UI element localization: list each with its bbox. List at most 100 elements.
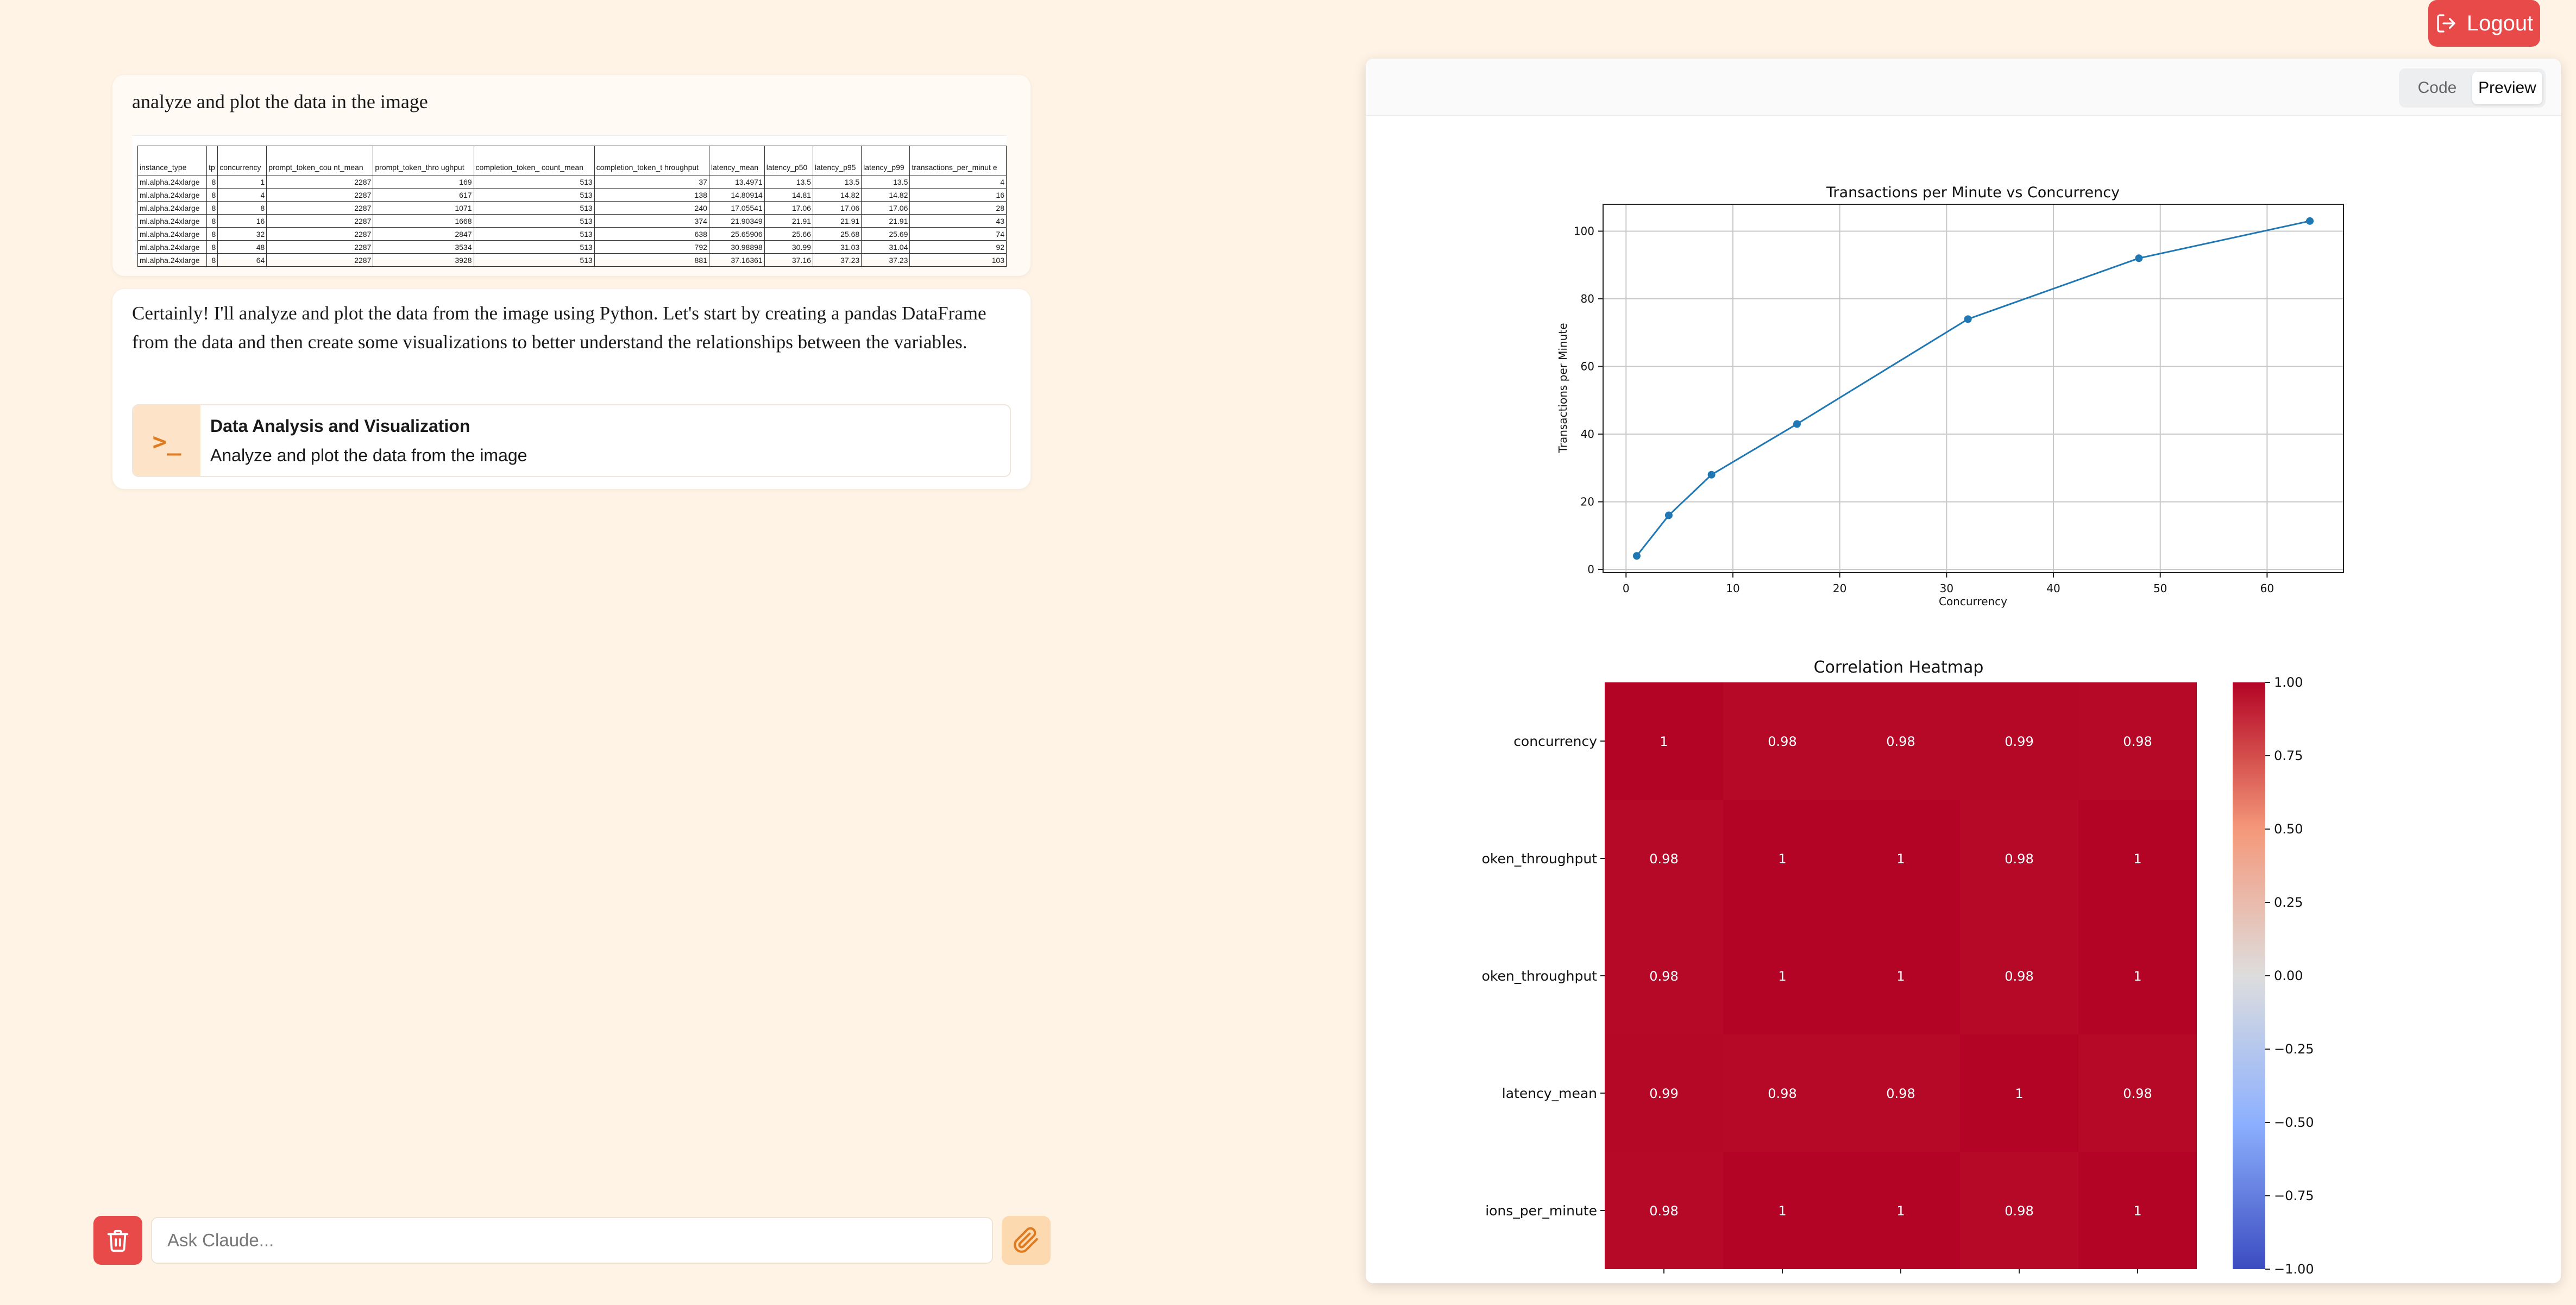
sheet-cell: 28 xyxy=(909,201,1007,215)
attach-button[interactable] xyxy=(1002,1216,1051,1265)
heatmap-cell-value: 0.98 xyxy=(2123,1086,2152,1101)
tab-preview[interactable]: Preview xyxy=(2472,72,2542,104)
y-tick-label: 0 xyxy=(1587,563,1594,576)
sheet-cell: 513 xyxy=(473,240,595,254)
sheet-cell: 21.91 xyxy=(764,214,813,228)
heatmap-cell-value: 1 xyxy=(2133,1203,2141,1219)
x-tick-label: 60 xyxy=(2260,582,2274,595)
clear-chat-button[interactable] xyxy=(93,1216,142,1265)
sheet-header-cell: transactions_per_minut e xyxy=(909,146,1007,175)
sheet-cell: 8 xyxy=(206,214,218,228)
heatmap-cell xyxy=(2078,800,2197,917)
sheet-row: ml.alpha.24xlarge 8 1 2287 169 513 37 13.4971 13… xyxy=(137,175,1007,189)
heatmap-cell xyxy=(1605,917,1723,1034)
chat-input[interactable] xyxy=(151,1217,993,1264)
terminal-prompt-icon: >_ xyxy=(133,405,200,476)
sheet-cell: 374 xyxy=(594,214,709,228)
colorbar-tick-label: −0.50 xyxy=(2274,1115,2314,1130)
user-prompt-text: analyze and plot the data in the image xyxy=(132,91,428,112)
sheet-cell: 792 xyxy=(594,240,709,254)
heatmap-cell xyxy=(1960,917,2078,1034)
heatmap-cell-value: 0.99 xyxy=(1649,1086,1678,1101)
sheet-cell: 617 xyxy=(373,188,474,202)
heatmap-row-label: oken_throughput xyxy=(1482,851,1598,867)
heatmap-cell-value: 0.99 xyxy=(2005,734,2033,749)
heatmap-cell xyxy=(1723,682,1842,800)
heatmap-cell xyxy=(1723,800,1842,917)
sheet-cell: 4 xyxy=(909,175,1007,189)
sheet-cell: 37.16 xyxy=(764,253,813,267)
heatmap-cell xyxy=(1960,800,2078,917)
sheet-cell: 1668 xyxy=(373,214,474,228)
heatmap-cell-value: 1 xyxy=(1778,1203,1786,1219)
sheet-cell: 14.80914 xyxy=(708,188,765,202)
data-point xyxy=(2306,217,2314,225)
tab-code[interactable]: Code xyxy=(2417,79,2457,97)
heatmap-cell xyxy=(1842,682,1960,800)
sheet-row: ml.alpha.24xlarge 8 8 2287 1071 513 240 17.0554… xyxy=(137,201,1007,215)
artifact-title: Data Analysis and Visualization xyxy=(210,416,470,436)
heatmap-cell-value: 0.98 xyxy=(2005,969,2033,984)
heatmap-cell-value: 1 xyxy=(1778,969,1786,984)
colorbar-tick-label: 0.50 xyxy=(2274,821,2303,837)
plot-frame xyxy=(1603,204,2344,573)
sheet-cell: 64 xyxy=(217,253,267,267)
sheet-cell: 2287 xyxy=(266,175,374,189)
sheet-header-cell: concurrency xyxy=(217,146,267,175)
y-tick-label: 100 xyxy=(1574,224,1594,237)
sheet-cell: ml.alpha.24xlarge xyxy=(137,214,208,228)
sheet-cell: 638 xyxy=(594,227,709,241)
sheet-cell: 169 xyxy=(373,175,474,189)
sheet-cell: 2847 xyxy=(373,227,474,241)
sheet-cell: 103 xyxy=(909,253,1007,267)
artifact-card[interactable]: >_ Data Analysis and Visualization Analy… xyxy=(132,404,1011,477)
sheet-cell: 14.81 xyxy=(764,188,813,202)
sheet-row: ml.alpha.24xlarge 8 32 2287 2847 513 638 25.659… xyxy=(137,227,1007,241)
heatmap-cell xyxy=(1842,1152,1960,1269)
sheet-cell: ml.alpha.24xlarge xyxy=(137,188,208,202)
sheet-header-cell: latency_p95 xyxy=(812,146,862,175)
data-point xyxy=(1964,315,1972,323)
sheet-cell: ml.alpha.24xlarge xyxy=(137,240,208,254)
heatmap-cell xyxy=(1723,1034,1842,1152)
sheet-header-cell: instance_type xyxy=(137,146,208,175)
heatmap-cell-value: 0.98 xyxy=(1886,734,1915,749)
spreadsheet-table: instance_type tp concurrency prompt_token_c… xyxy=(137,146,1007,267)
heatmap-cell-value: 0.98 xyxy=(2123,734,2152,749)
sheet-row: ml.alpha.24xlarge 8 4 2287 617 513 138 14.80914… xyxy=(137,188,1007,202)
heatmap-cell xyxy=(1842,917,1960,1034)
data-point xyxy=(1707,470,1716,479)
sheet-header-cell: completion_token_ count_mean xyxy=(473,146,595,175)
correlation-heatmap: Correlation Heatmap 1 0.98 0.98 0.99 0.98 0.9… xyxy=(1482,658,2314,1277)
heatmap-cell-value: 0.98 xyxy=(1886,1086,1915,1101)
line-chart: 0 10 20 30 40 50 60 0 20 40 60 80 100 Transactions p… xyxy=(1556,184,2344,608)
sheet-header-cell: latency_mean xyxy=(708,146,765,175)
heatmap-cell xyxy=(2078,1034,2197,1152)
sheet-row: ml.alpha.24xlarge 8 64 2287 3928 513 881 37.163… xyxy=(137,253,1007,267)
heatmap-cell-value: 1 xyxy=(1896,969,1905,984)
sheet-cell: 30.99 xyxy=(764,240,813,254)
heatmap-row-label: concurrency xyxy=(1513,733,1597,749)
sheet-cell: 2287 xyxy=(266,240,374,254)
sheet-cell: 2287 xyxy=(266,227,374,241)
sheet-cell: ml.alpha.24xlarge xyxy=(137,227,208,241)
heatmap-cell-value: 0.98 xyxy=(1768,734,1796,749)
sheet-cell: 74 xyxy=(909,227,1007,241)
sheet-cell: 13.4971 xyxy=(708,175,765,189)
logout-button[interactable]: Logout xyxy=(2428,0,2540,47)
x-tick-label: 30 xyxy=(1940,582,1953,595)
view-toggle: Code Preview xyxy=(2399,68,2546,108)
sheet-cell: 13.5 xyxy=(812,175,862,189)
sheet-cell: 17.06 xyxy=(812,201,862,215)
sheet-cell: 8 xyxy=(206,175,218,189)
heatmap-cell xyxy=(2078,682,2197,800)
y-tick-label: 80 xyxy=(1581,292,1594,305)
heatmap-cell xyxy=(1605,1034,1723,1152)
sheet-cell: ml.alpha.24xlarge xyxy=(137,201,208,215)
colorbar-tick-label: 0.25 xyxy=(2274,895,2303,910)
heatmap-cell xyxy=(1960,1152,2078,1269)
sheet-cell: 14.82 xyxy=(861,188,910,202)
sheet-cell: 2287 xyxy=(266,201,374,215)
heatmap-cell-value: 1 xyxy=(1660,734,1668,749)
panel-header: Code Preview xyxy=(1366,59,2561,116)
